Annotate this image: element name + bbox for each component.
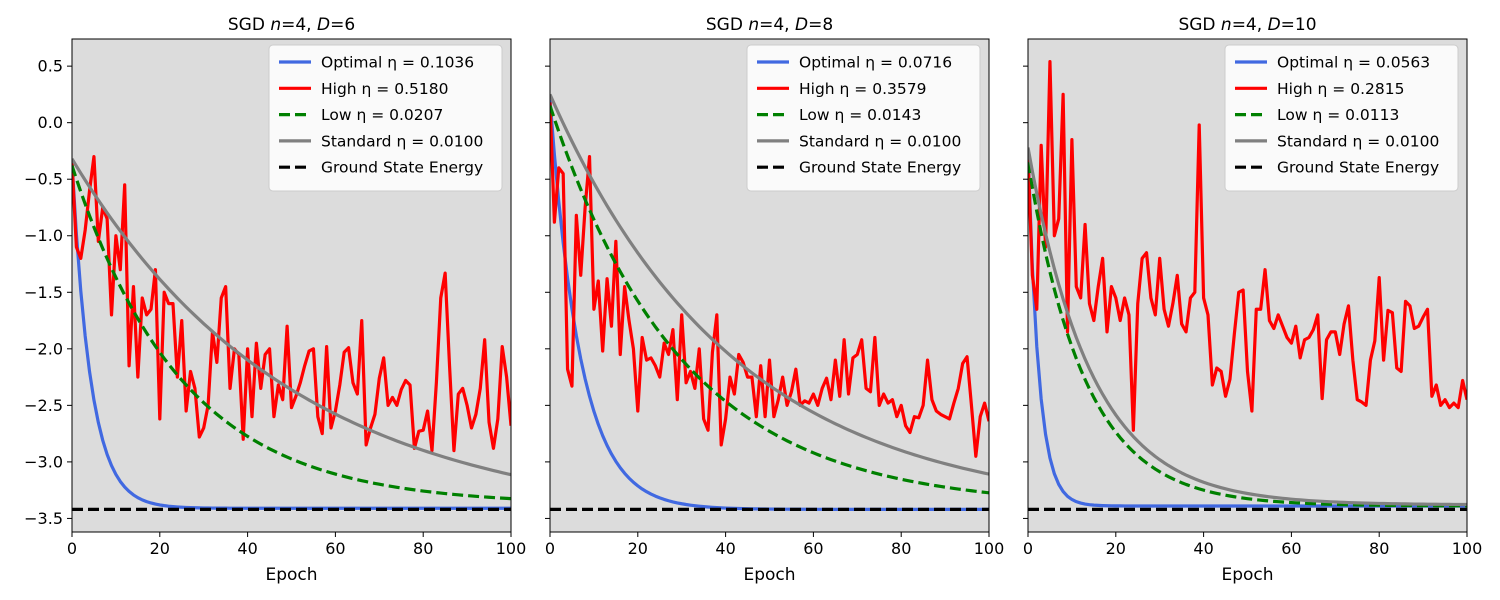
legend: Optimal η = 0.0563 High η = 0.2815 Low η =…	[1224, 44, 1459, 192]
x-tick-label: 100	[1452, 539, 1483, 558]
legend-label: Ground State Energy	[799, 159, 961, 177]
panel-title: SGD n=4, D=10	[1178, 15, 1316, 35]
legend-label: Low η = 0.0143	[799, 106, 921, 124]
plot-area	[1028, 60, 1467, 511]
legend-item: Ground State Energy	[1235, 159, 1439, 177]
y-tick-label: −0.5	[24, 170, 63, 189]
legend-label: Standard η = 0.0100	[321, 132, 483, 150]
legend-item: Standard η = 0.0100	[757, 132, 961, 150]
x-tick-label: 20	[628, 539, 648, 558]
legend-item: Optimal η = 0.1036	[279, 54, 474, 72]
legend-box	[268, 44, 503, 192]
y-tick-label: −1.5	[24, 283, 63, 302]
series-line-4	[72, 158, 511, 477]
x-tick-label: 40	[1193, 539, 1213, 558]
legend-label: Standard η = 0.0100	[1277, 132, 1439, 150]
plot-area	[72, 155, 511, 511]
x-tick-label: 60	[325, 539, 345, 558]
legend-label: Low η = 0.0207	[321, 106, 443, 124]
series-line-2	[72, 155, 511, 453]
series-line-4	[550, 93, 989, 476]
x-tick-label: 60	[1281, 539, 1301, 558]
legend-item: Low η = 0.0113	[1235, 106, 1399, 124]
y-tick-label: −2.5	[24, 396, 63, 415]
axes-frame	[71, 38, 512, 533]
x-tick-label: 0	[545, 539, 555, 558]
legend: Optimal η = 0.0716 High η = 0.3579 Low η =…	[746, 44, 981, 192]
legend-label: Standard η = 0.0100	[799, 132, 961, 150]
legend-label: Optimal η = 0.0563	[1277, 54, 1430, 72]
legend: Optimal η = 0.1036 High η = 0.5180 Low η =…	[268, 44, 503, 192]
legend-item: High η = 0.2815	[1235, 80, 1404, 98]
chart-panel-3: 0 20 40 60 80 100 Epoch SGD n=4, D=10 Optimal η …	[1023, 15, 1482, 585]
panel-title: SGD n=4, D=6	[228, 15, 355, 35]
legend-item: Low η = 0.0143	[757, 106, 921, 124]
x-tick-label: 100	[496, 539, 527, 558]
x-tick-label: 80	[413, 539, 433, 558]
legend-item: Optimal η = 0.0563	[1235, 54, 1430, 72]
legend-box	[1224, 44, 1459, 192]
legend-label: High η = 0.3579	[799, 80, 926, 98]
x-tick-label: 80	[891, 539, 911, 558]
series-line-2	[1028, 60, 1467, 432]
y-tick-label: −3.0	[24, 452, 63, 471]
series-line-1	[72, 162, 511, 510]
legend-label: Low η = 0.0113	[1277, 106, 1399, 124]
series-line-4	[1028, 147, 1467, 507]
legend-item: Low η = 0.0207	[279, 106, 443, 124]
chart-panel-2: 0 20 40 60 80 100 Epoch SGD n=4, D=8 Optimal η =…	[545, 15, 1004, 585]
legend-item: High η = 0.5180	[279, 80, 448, 98]
legend-box	[746, 44, 981, 192]
legend-item: Optimal η = 0.0716	[757, 54, 952, 72]
x-axis-label: Epoch	[265, 565, 317, 585]
series-line-2	[550, 102, 989, 458]
legend-item: High η = 0.3579	[757, 80, 926, 98]
x-tick-label: 60	[803, 539, 823, 558]
legend-label: Ground State Energy	[321, 159, 483, 177]
x-tick-label: 20	[150, 539, 170, 558]
legend-item: Ground State Energy	[757, 159, 961, 177]
legend-item: Standard η = 0.0100	[279, 132, 483, 150]
series-line-3	[1028, 161, 1467, 508]
x-tick-label: 0	[1023, 539, 1033, 558]
series-line-3	[72, 165, 511, 501]
x-tick-label: 40	[237, 539, 257, 558]
y-tick-label: −3.5	[24, 509, 63, 528]
x-tick-label: 0	[67, 539, 77, 558]
panel-title: SGD n=4, D=8	[706, 15, 833, 35]
legend-item: Standard η = 0.0100	[1235, 132, 1439, 150]
y-tick-label: −2.0	[24, 339, 63, 358]
x-tick-label: 100	[974, 539, 1005, 558]
x-tick-label: 40	[715, 539, 735, 558]
x-axis-label: Epoch	[743, 565, 795, 585]
y-tick-label: 0.5	[38, 57, 63, 76]
x-tick-label: 20	[1106, 539, 1126, 558]
legend-label: Optimal η = 0.0716	[799, 54, 952, 72]
legend-label: Ground State Energy	[1277, 159, 1439, 177]
series-line-3	[550, 105, 989, 495]
legend-item: Ground State Energy	[279, 159, 483, 177]
legend-label: High η = 0.5180	[321, 80, 448, 98]
legend-label: Optimal η = 0.1036	[321, 54, 474, 72]
chart-panel-1: 0 20 40 60 80 100 0.5 0.0 −0.5 −1.0 −1.5 −2.0 −2.5 −3…	[24, 15, 526, 585]
y-tick-label: 0.0	[38, 113, 63, 132]
x-tick-label: 80	[1369, 539, 1389, 558]
axes-frame	[1027, 38, 1468, 533]
axes-frame	[549, 38, 990, 533]
x-axis-label: Epoch	[1221, 565, 1273, 585]
y-tick-label: −1.0	[24, 226, 63, 245]
series-line-1	[550, 99, 989, 511]
plot-area	[550, 93, 989, 511]
legend-label: High η = 0.2815	[1277, 80, 1404, 98]
